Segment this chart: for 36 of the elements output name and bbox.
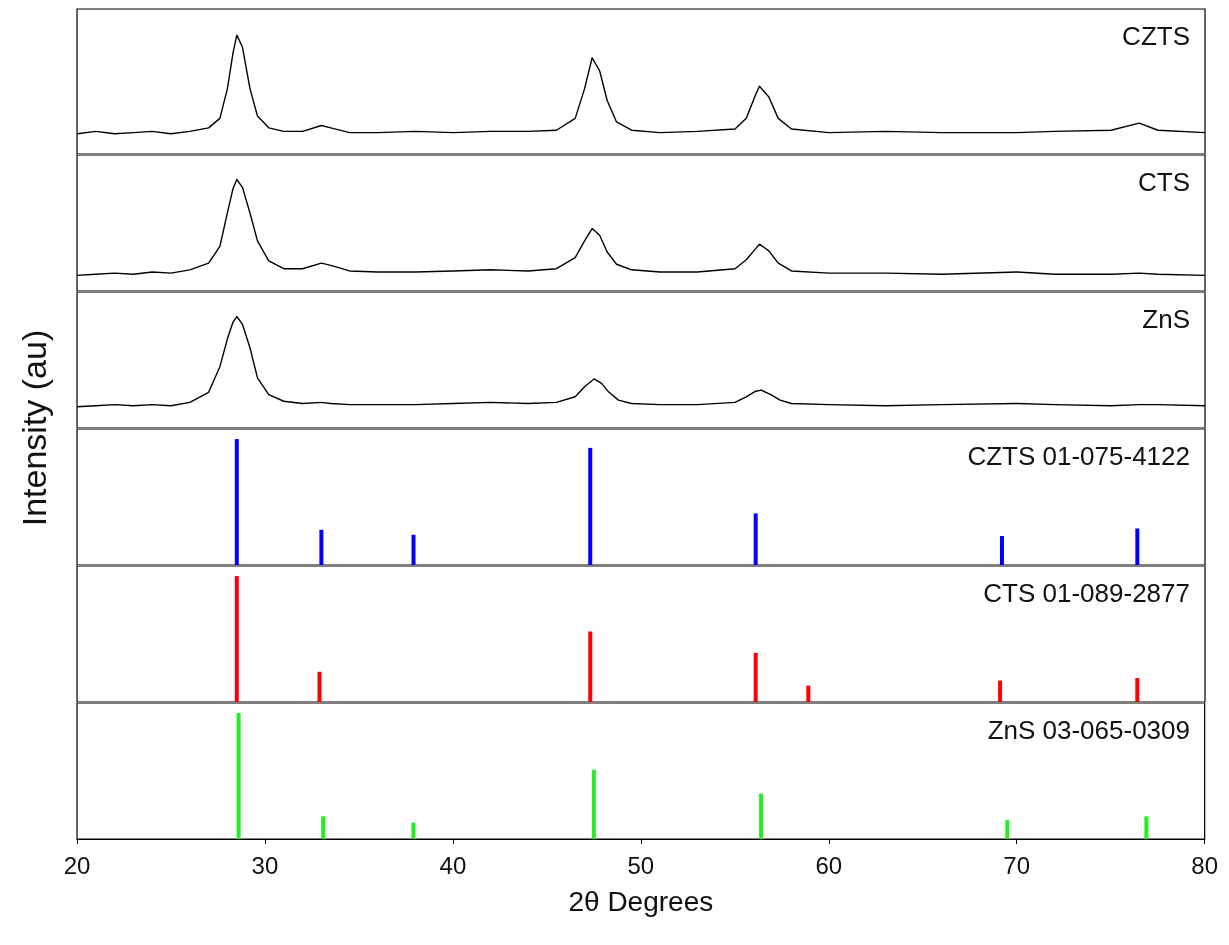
- chart-title: ZnS 03-065-0309: [987, 715, 1191, 745]
- x-tick-label: 60: [815, 851, 843, 879]
- x-tick-label: 30: [251, 851, 279, 879]
- bar: [236, 713, 241, 839]
- x-tick-label: 20: [63, 851, 91, 879]
- bar: [759, 793, 764, 839]
- x-tick-label: 80: [1191, 851, 1218, 879]
- bar: [591, 769, 596, 839]
- chart-title: CTS: [1138, 167, 1190, 197]
- chart-title: CTS 01-089-2877: [983, 578, 1191, 608]
- bar: [321, 816, 326, 839]
- bar: [319, 529, 324, 565]
- bar: [411, 822, 416, 839]
- bar: [753, 513, 758, 565]
- x-tick-label: 70: [1003, 851, 1031, 879]
- chart-title: CZTS 01-075-4122: [967, 441, 1190, 471]
- bar: [1005, 820, 1010, 839]
- bar: [1144, 816, 1149, 839]
- bar: [411, 534, 416, 565]
- bar: [998, 680, 1003, 702]
- bar: [234, 439, 239, 565]
- bar: [806, 685, 811, 702]
- x-axis-title: 2θ Degrees: [568, 885, 714, 917]
- bar: [588, 447, 593, 565]
- bar: [317, 671, 322, 702]
- bar: [753, 652, 758, 702]
- bar: [1135, 678, 1140, 702]
- chart-title: ZnS: [1142, 304, 1190, 334]
- y-axis-title: Intensity (au): [14, 329, 54, 527]
- bar: [1135, 528, 1140, 565]
- x-tick-label: 40: [439, 851, 467, 879]
- bar: [588, 631, 593, 702]
- bar: [999, 536, 1004, 565]
- chart-title: CZTS: [1122, 21, 1191, 51]
- x-tick-label: 50: [627, 851, 655, 879]
- bar: [234, 576, 239, 702]
